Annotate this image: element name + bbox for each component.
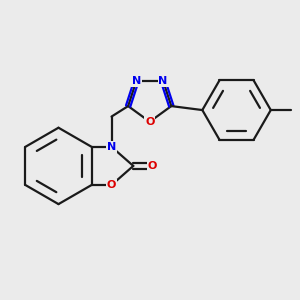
Text: N: N <box>158 76 168 86</box>
Text: O: O <box>145 117 154 127</box>
Text: O: O <box>107 180 116 190</box>
Text: N: N <box>132 76 141 86</box>
Text: N: N <box>107 142 116 152</box>
Text: O: O <box>148 161 157 171</box>
